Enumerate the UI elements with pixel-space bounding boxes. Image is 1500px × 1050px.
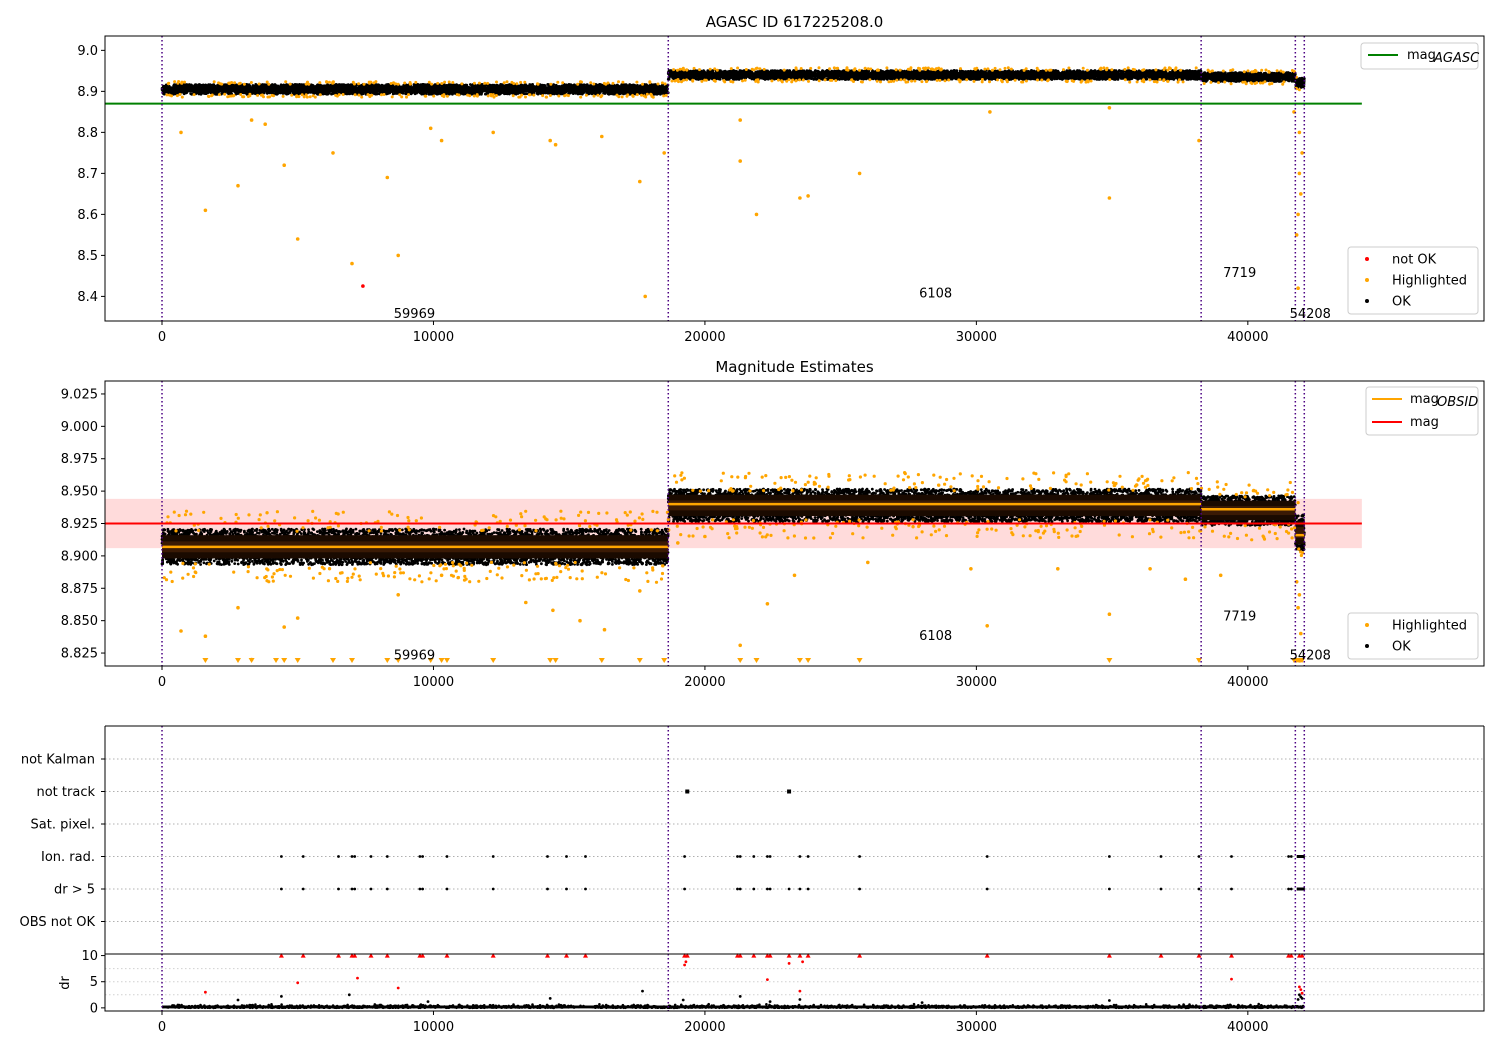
ok-point [576, 92, 580, 96]
ok-point [588, 92, 591, 95]
ok-point [315, 83, 319, 87]
ok-point [275, 92, 279, 96]
ok-point [597, 83, 601, 87]
ok-point [519, 83, 523, 87]
ok-point [270, 83, 274, 86]
ok-point [202, 91, 206, 95]
ok-point [553, 92, 557, 95]
ok-point [375, 83, 379, 87]
ok-point [497, 92, 501, 96]
ok-point [653, 83, 657, 86]
ok-point [315, 91, 319, 95]
ok-point [524, 92, 528, 95]
ok-point [609, 92, 613, 96]
ok-point [653, 91, 657, 95]
ok-point [344, 83, 348, 87]
ok-point [582, 83, 585, 87]
ok-point [436, 92, 440, 95]
ok-point [360, 92, 364, 96]
ok-point [226, 92, 230, 95]
ok-point [585, 83, 589, 87]
ok-point [254, 83, 258, 87]
ok-point [451, 92, 454, 96]
ok-point [260, 83, 264, 87]
ok-point [580, 92, 584, 96]
ok-point [554, 83, 558, 87]
ok-point [338, 83, 341, 86]
ok-point [190, 83, 193, 87]
ok-point [508, 83, 511, 86]
ok-point [197, 83, 201, 87]
ok-point [644, 83, 648, 87]
ok-point [559, 92, 563, 96]
ok-point [622, 92, 626, 96]
ok-point [539, 91, 543, 95]
ok-point [447, 83, 451, 86]
ok-point [198, 91, 202, 95]
ok-point [552, 83, 556, 87]
ok-point [194, 83, 197, 87]
ok-point [623, 83, 627, 87]
ok-point [295, 83, 299, 86]
panel1-ok-points [160, 69, 1306, 96]
ok-point [503, 92, 506, 96]
ok-point [375, 92, 379, 96]
ok-point [350, 91, 354, 95]
ok-point [413, 92, 417, 96]
ok-point [612, 92, 616, 96]
panel1-title: AGASC ID 617225208.0 [706, 13, 884, 31]
ok-point [568, 83, 571, 87]
